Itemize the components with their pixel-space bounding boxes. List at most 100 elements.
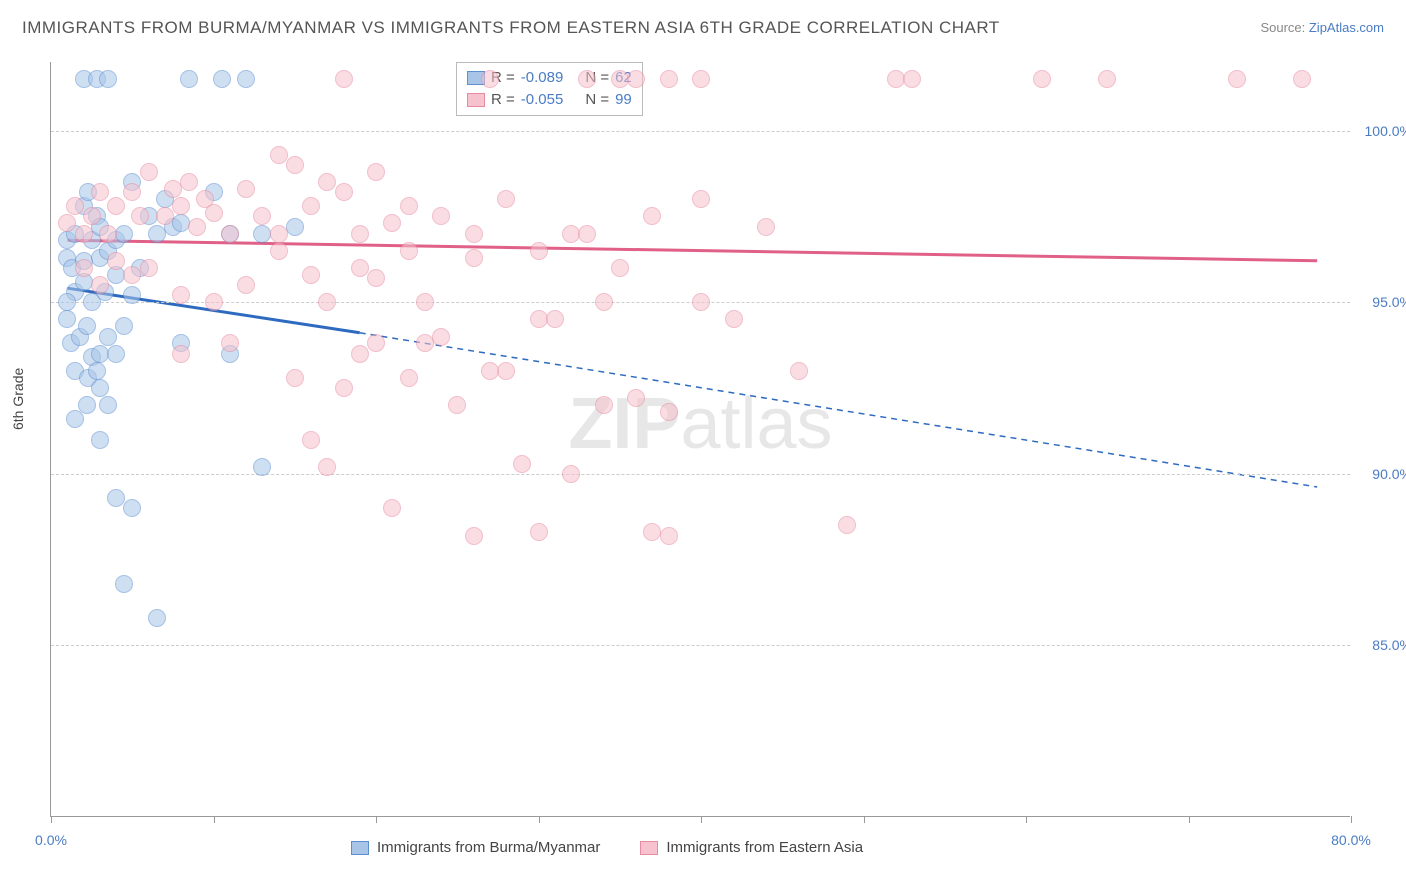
data-point xyxy=(58,310,76,328)
x-tick xyxy=(51,816,52,823)
data-point xyxy=(1293,70,1311,88)
gridline xyxy=(51,474,1350,475)
x-tick xyxy=(701,816,702,823)
data-point xyxy=(253,225,271,243)
data-point xyxy=(692,293,710,311)
y-tick-label: 100.0% xyxy=(1365,123,1406,139)
x-tick xyxy=(1189,816,1190,823)
legend-swatch xyxy=(351,841,369,855)
data-point xyxy=(58,293,76,311)
data-point xyxy=(237,276,255,294)
data-point xyxy=(367,269,385,287)
data-point xyxy=(692,190,710,208)
source-label: Source: xyxy=(1260,20,1308,35)
data-point xyxy=(481,362,499,380)
legend-label: Immigrants from Burma/Myanmar xyxy=(377,839,600,856)
data-point xyxy=(643,207,661,225)
data-point xyxy=(725,310,743,328)
data-point xyxy=(148,609,166,627)
series-legend: Immigrants from Burma/Myanmar Immigrants … xyxy=(351,839,863,856)
data-point xyxy=(107,489,125,507)
data-point xyxy=(75,225,93,243)
data-point xyxy=(318,293,336,311)
data-point xyxy=(172,345,190,363)
data-point xyxy=(78,317,96,335)
chart-title: IMMIGRANTS FROM BURMA/MYANMAR VS IMMIGRA… xyxy=(22,18,1000,38)
data-point xyxy=(432,328,450,346)
data-point xyxy=(172,197,190,215)
data-point xyxy=(286,156,304,174)
data-point xyxy=(213,70,231,88)
legend-row: R =-0.055N =99 xyxy=(467,89,632,111)
data-point xyxy=(115,317,133,335)
data-point xyxy=(611,259,629,277)
data-point xyxy=(530,242,548,260)
data-point xyxy=(205,204,223,222)
data-point xyxy=(253,207,271,225)
data-point xyxy=(465,249,483,267)
data-point xyxy=(180,70,198,88)
data-point xyxy=(530,310,548,328)
legend-item: Immigrants from Eastern Asia xyxy=(640,839,863,856)
y-tick-label: 85.0% xyxy=(1372,637,1406,653)
data-point xyxy=(351,225,369,243)
data-point xyxy=(318,173,336,191)
data-point xyxy=(367,334,385,352)
x-tick xyxy=(214,816,215,823)
data-point xyxy=(83,207,101,225)
data-point xyxy=(115,575,133,593)
x-tick-label: 80.0% xyxy=(1331,832,1371,848)
data-point xyxy=(351,259,369,277)
legend-label: Immigrants from Eastern Asia xyxy=(666,839,863,856)
data-point xyxy=(432,207,450,225)
data-point xyxy=(140,259,158,277)
data-point xyxy=(367,163,385,181)
data-point xyxy=(530,523,548,541)
data-point xyxy=(660,70,678,88)
data-point xyxy=(123,183,141,201)
source-attribution: Source: ZipAtlas.com xyxy=(1260,20,1384,35)
data-point xyxy=(643,523,661,541)
source-link[interactable]: ZipAtlas.com xyxy=(1309,20,1384,35)
data-point xyxy=(302,266,320,284)
data-point xyxy=(595,396,613,414)
data-point xyxy=(1098,70,1116,88)
data-point xyxy=(91,431,109,449)
data-point xyxy=(903,70,921,88)
data-point xyxy=(172,214,190,232)
data-point xyxy=(75,259,93,277)
gridline xyxy=(51,645,1350,646)
data-point xyxy=(465,225,483,243)
data-point xyxy=(1033,70,1051,88)
data-point xyxy=(270,225,288,243)
data-point xyxy=(237,180,255,198)
data-point xyxy=(578,225,596,243)
data-point xyxy=(140,163,158,181)
data-point xyxy=(757,218,775,236)
data-point xyxy=(692,70,710,88)
data-point xyxy=(335,379,353,397)
data-point xyxy=(513,455,531,473)
data-point xyxy=(546,310,564,328)
data-point xyxy=(416,293,434,311)
y-tick-label: 90.0% xyxy=(1372,466,1406,482)
x-tick xyxy=(1351,816,1352,823)
data-point xyxy=(107,252,125,270)
x-tick xyxy=(1026,816,1027,823)
gridline xyxy=(51,131,1350,132)
data-point xyxy=(660,527,678,545)
data-point xyxy=(790,362,808,380)
trend-lines xyxy=(51,62,1350,816)
data-point xyxy=(497,362,515,380)
data-point xyxy=(115,225,133,243)
data-point xyxy=(481,70,499,88)
data-point xyxy=(400,369,418,387)
data-point xyxy=(91,379,109,397)
data-point xyxy=(66,410,84,428)
data-point xyxy=(237,70,255,88)
data-point xyxy=(123,499,141,517)
x-tick xyxy=(376,816,377,823)
legend-swatch xyxy=(640,841,658,855)
data-point xyxy=(497,190,515,208)
data-point xyxy=(270,242,288,260)
